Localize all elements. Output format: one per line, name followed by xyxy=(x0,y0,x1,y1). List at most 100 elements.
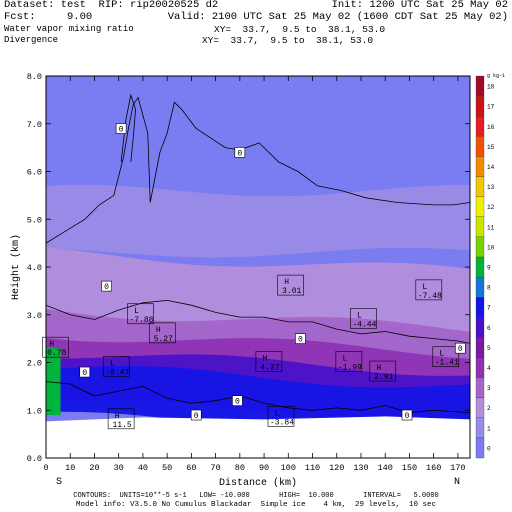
contour-div-mid xyxy=(46,299,470,344)
extremum-box xyxy=(350,308,377,329)
x-tick-label: 150 xyxy=(402,463,417,473)
divergence-label-l: L-7.88 xyxy=(127,303,154,325)
divergence-label-zero: 0 xyxy=(455,342,466,354)
colorbar-label: 9 xyxy=(487,265,491,272)
colorbar-label: 0 xyxy=(487,445,491,452)
colorbar-label: 16 xyxy=(487,124,495,131)
extremum-value: -7.88 xyxy=(129,316,153,325)
header-line-2-right: Valid: 2100 UTC Sat 25 May 02 (1600 CDT … xyxy=(167,11,508,23)
zero-label-text: 0 xyxy=(405,412,410,421)
zero-label-box xyxy=(401,409,413,421)
extremum-type: L xyxy=(357,312,362,321)
colorbar-cell xyxy=(475,156,485,177)
x-tick-label: 160 xyxy=(426,463,441,473)
zero-label-box xyxy=(295,333,306,344)
zero-label-box xyxy=(190,409,202,421)
x-tick-label: 90 xyxy=(259,463,269,473)
divergence-label-zero: 0 xyxy=(115,123,127,135)
extremum-box xyxy=(148,322,176,344)
colorbar-label: 12 xyxy=(487,204,495,211)
extremum-type: L xyxy=(422,283,427,292)
header-line-4-right: XY= 33.7, 9.5 to 38.1, 53.0 xyxy=(202,35,374,46)
colorbar-label: 5 xyxy=(487,345,491,352)
extremum-type: H xyxy=(376,364,381,373)
divergence-label-l: L-4.44 xyxy=(350,308,377,330)
colorbar-cell xyxy=(475,337,485,358)
colorbar-cell xyxy=(475,437,485,459)
divergence-label-l: L-7.48 xyxy=(415,279,443,301)
colorbar-cell xyxy=(475,216,485,237)
moisture-band-level-0 xyxy=(46,76,470,196)
extremum-value: 11.5 xyxy=(113,421,132,430)
plot-area xyxy=(46,76,470,458)
zero-label-box xyxy=(232,395,243,407)
footer-contours-line: CONTOURS: UNITS=10**-5 s-1 LOW= -10.000 … xyxy=(73,492,439,500)
divergence-label-zero: 0 xyxy=(190,409,202,421)
extremum-type: H xyxy=(284,278,289,287)
x-tick-label: 70 xyxy=(210,463,220,473)
zero-label-box xyxy=(115,123,127,134)
x-axis-label: Distance (km) xyxy=(219,477,297,489)
colorbar-cell xyxy=(475,95,485,117)
x-tick-label: 110 xyxy=(305,463,320,473)
colorbar-label: 14 xyxy=(487,164,495,171)
divergence-labels: 000L-7.88H5.27H3.01L-4.44L-7.480H0.78L-9… xyxy=(42,123,466,430)
colorbar-cell xyxy=(475,357,485,378)
divergence-label-h: H3.01 xyxy=(277,274,305,296)
colorbar-label: 11 xyxy=(487,224,495,231)
extremum-box xyxy=(335,351,363,372)
extremum-type: L xyxy=(439,350,444,359)
divergence-label-zero: 0 xyxy=(234,147,246,158)
divergence-label-zero: 0 xyxy=(295,333,306,345)
colorbar-cell xyxy=(475,75,485,97)
colorbar-label: 17 xyxy=(487,104,495,111)
extremum-type: H xyxy=(156,326,161,335)
footer-model-info-line: Model info: V3.5.0 No Cumulus Blackadar … xyxy=(75,501,437,509)
x-tick-label: 40 xyxy=(138,463,148,473)
y-axis-label: Height (km) xyxy=(10,234,22,300)
divergence-label-l: L-1.99 xyxy=(335,351,363,373)
contour-div-low xyxy=(46,381,470,414)
divergence-label-l: L-9.47 xyxy=(102,355,130,377)
colorbar-label: 1 xyxy=(487,425,491,432)
colorbar-cell xyxy=(475,377,485,398)
colorbar-label: 15 xyxy=(487,144,495,151)
y-tick-label: 0.0 xyxy=(27,454,42,464)
divergence-label-h: H0.78 xyxy=(42,336,69,358)
colorbar-cell xyxy=(475,417,485,439)
x-tick-label: 0 xyxy=(43,463,48,473)
zero-label-text: 0 xyxy=(298,336,303,345)
y-tick-label: 1.0 xyxy=(27,406,42,416)
extremum-value: -4.44 xyxy=(352,321,376,330)
endpoint-label-south: S xyxy=(56,477,62,488)
divergence-label-h: H5.27 xyxy=(148,322,176,344)
y-tick-label: 7.0 xyxy=(27,120,42,130)
header-line-1-right: Init: 1200 UTC Sat 25 May 02 xyxy=(331,0,508,11)
extremum-value: -3.84 xyxy=(270,418,294,427)
extremum-value: 0.78 xyxy=(47,349,66,358)
axes: 0 10 20 30 40 50 60 70 80 90 100 110 120 130 140 150 160… xyxy=(10,72,470,489)
zero-label-text: 0 xyxy=(104,283,109,292)
colorbar-label: 13 xyxy=(487,184,495,191)
x-tick-label: 60 xyxy=(186,463,196,473)
zero-label-box xyxy=(101,280,112,292)
divergence-label-h: H11.5 xyxy=(107,408,135,430)
colorbar-cell xyxy=(475,236,485,258)
colorbar-label: 18 xyxy=(487,84,495,91)
terrain xyxy=(46,416,470,458)
colorbar-cell xyxy=(475,176,485,197)
extremum-type: H xyxy=(262,355,267,364)
extremum-type: H xyxy=(49,340,54,349)
y-tick-label: 4.0 xyxy=(27,263,42,273)
moisture-band-level-7 xyxy=(46,365,470,432)
header-line-1-left: Dataset: test RIP: rip20020525 d2 xyxy=(4,0,219,11)
extremum-value: -1.99 xyxy=(338,364,362,373)
endpoint-label-north: N xyxy=(454,477,460,488)
header-line-2-left: Fcst: 9.00 xyxy=(4,11,93,23)
contour-div-zero-upper xyxy=(46,96,470,244)
x-tick-label: 170 xyxy=(450,463,465,473)
extremum-box xyxy=(255,351,283,372)
zero-label-box xyxy=(79,366,91,378)
extremum-box xyxy=(432,346,460,368)
